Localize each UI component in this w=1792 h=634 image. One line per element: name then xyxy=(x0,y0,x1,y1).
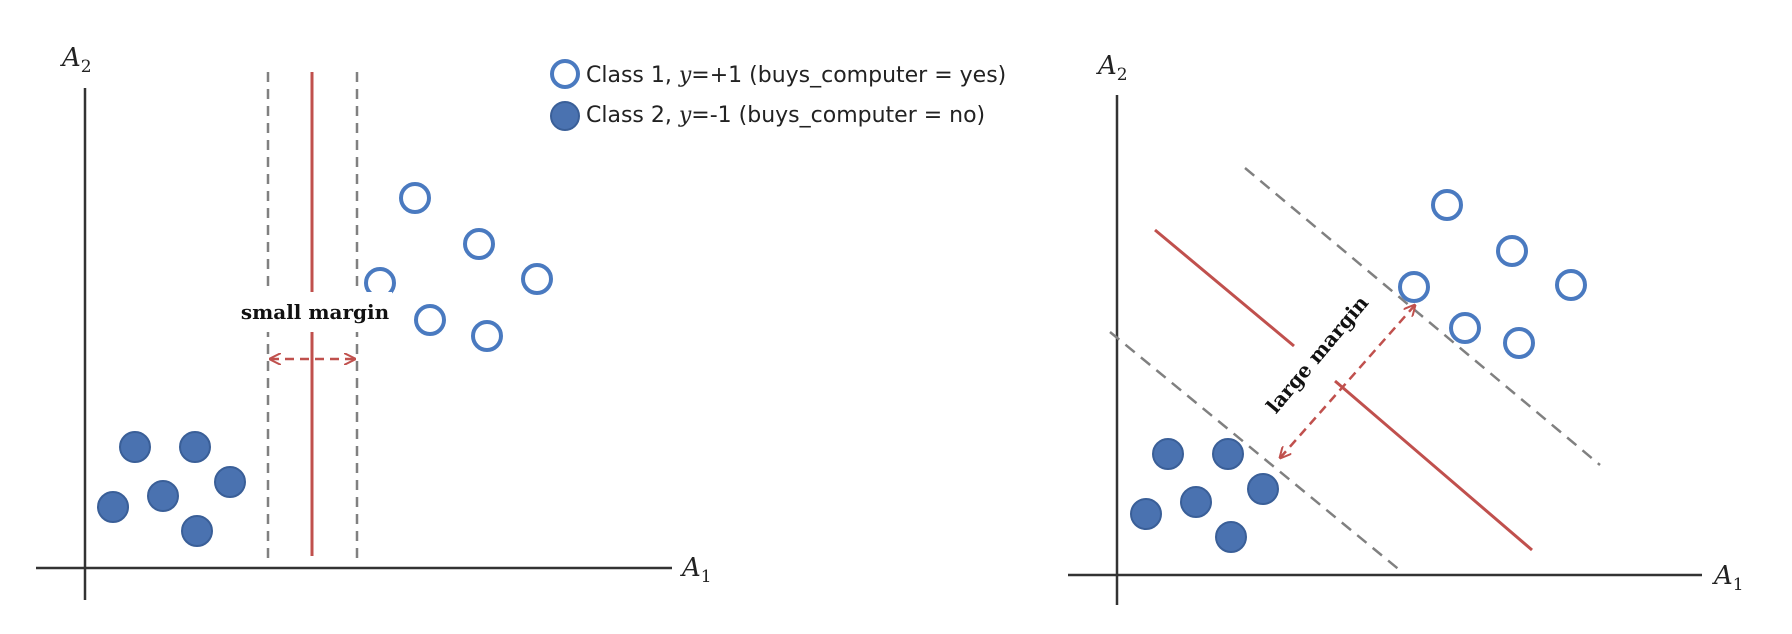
right-class2-point xyxy=(1212,438,1244,470)
left-class2-point xyxy=(181,515,213,547)
right-margin-line-upper xyxy=(1244,167,1601,466)
legend: Class 1, y=+1 (buys_computer = yes) Clas… xyxy=(550,59,1006,131)
right-y-axis-label: A2 xyxy=(1096,51,1128,85)
left-panel: A2 A1 small margin xyxy=(36,43,712,600)
left-class1-point xyxy=(399,182,431,214)
right-class1-point xyxy=(1449,312,1481,344)
right-margin-line-lower xyxy=(1109,331,1403,573)
legend-open-circle-icon xyxy=(550,59,580,89)
left-class1-point xyxy=(414,304,446,336)
left-class1-point xyxy=(471,320,503,352)
left-label-mask xyxy=(232,292,392,332)
right-class2-point xyxy=(1152,438,1184,470)
right-class1-point xyxy=(1398,271,1430,303)
right-class2-point xyxy=(1130,498,1162,530)
right-class2-point xyxy=(1247,473,1279,505)
left-class2-point xyxy=(214,466,246,498)
legend-filled-circle-icon xyxy=(550,101,580,131)
right-class2-point xyxy=(1215,521,1247,553)
left-class2-point xyxy=(147,480,179,512)
right-margin-arrow xyxy=(1280,305,1415,458)
right-class1-point xyxy=(1431,189,1463,221)
left-class1-points xyxy=(364,182,553,352)
right-hyperplane-segment-upper xyxy=(1154,228,1295,348)
left-class1-point xyxy=(521,263,553,295)
left-class2-points xyxy=(97,431,246,547)
left-margin-label: small margin xyxy=(241,300,390,324)
left-y-axis-label: A2 xyxy=(60,43,92,77)
legend-item-class2: Class 2, y=-1 (buys_computer = no) xyxy=(586,103,985,128)
right-hyperplane-segment-lower xyxy=(1334,379,1533,552)
right-class1-point xyxy=(1555,269,1587,301)
left-class2-point xyxy=(97,491,129,523)
right-class1-points xyxy=(1398,189,1587,359)
left-class1-point xyxy=(463,228,495,260)
right-panel: A2 A1 large margin xyxy=(1068,51,1744,605)
right-margin-label-backdrop xyxy=(1260,291,1371,415)
right-class2-points xyxy=(1130,438,1279,553)
right-class1-point xyxy=(1503,327,1535,359)
legend-item-class1: Class 1, y=+1 (buys_computer = yes) xyxy=(586,63,1006,88)
right-x-axis-label: A1 xyxy=(1712,561,1744,595)
left-class2-point xyxy=(179,431,211,463)
left-x-axis-label: A1 xyxy=(680,553,712,587)
right-class2-point xyxy=(1180,486,1212,518)
right-class1-point xyxy=(1496,235,1528,267)
left-class2-point xyxy=(119,431,151,463)
